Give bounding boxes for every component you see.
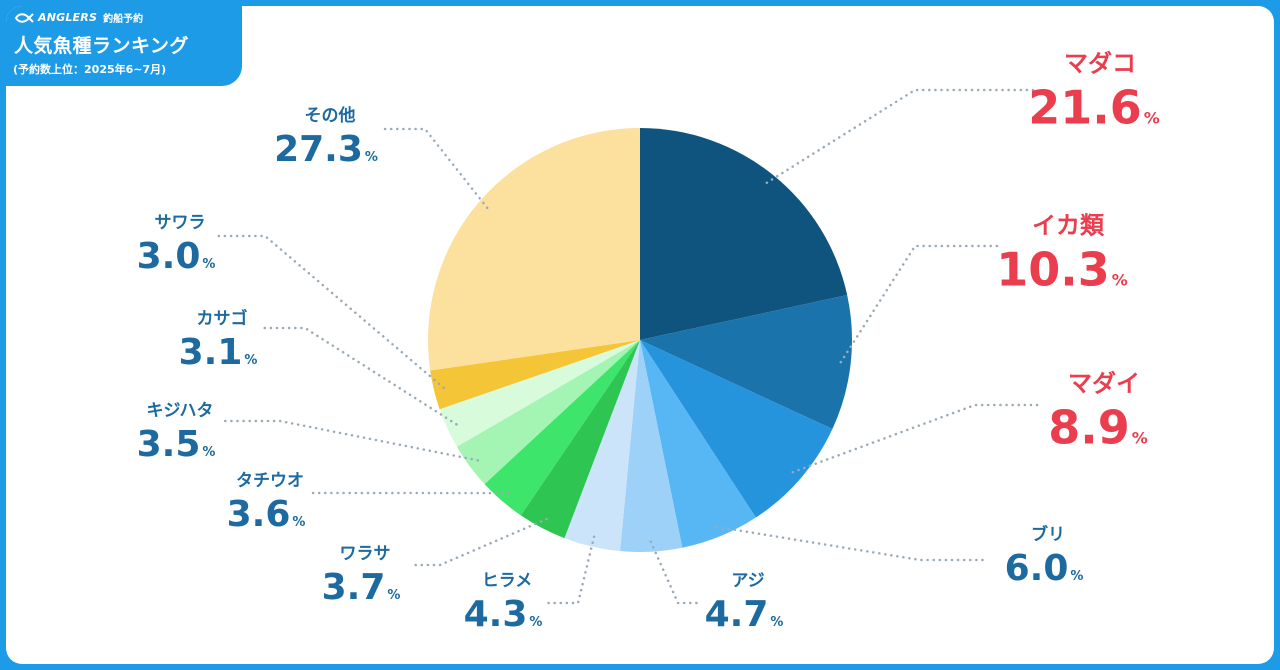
slice-name-label: マダコ bbox=[1064, 49, 1136, 77]
leader-line bbox=[258, 326, 458, 426]
slice-name-label: イカ類 bbox=[1032, 211, 1105, 239]
slice-value-label: 27.3% bbox=[274, 129, 378, 170]
slice-value-label: 3.5% bbox=[137, 424, 216, 465]
slice-name-label: マダイ bbox=[1068, 369, 1140, 397]
pie-chart: マダコ 21.6 % イカ類 10.3 % マダイ 8.9 % ブリ 6.0 % アジ 4.7 % ヒラメ 4.… bbox=[137, 49, 1160, 635]
slice-value-label: 3.6% bbox=[227, 494, 306, 535]
pie-slice bbox=[640, 128, 848, 340]
brand-row: ANGLERS 釣船予約 bbox=[14, 10, 143, 25]
slice-value-label: 4.7% bbox=[705, 594, 784, 635]
leader-line bbox=[791, 403, 1045, 474]
slice-value-label: 3.7% bbox=[322, 567, 401, 608]
leader-line bbox=[216, 234, 445, 390]
pie-slice bbox=[439, 340, 640, 447]
pie-slice bbox=[520, 340, 640, 539]
pie-slice bbox=[640, 295, 852, 430]
chart-card: マダコ 21.6% イカ類 10.3% マダイ 8.9% ブリ 6.0% アジ 4.7% ヒラメ 4.… bbox=[6, 6, 1274, 664]
leader-line bbox=[218, 419, 479, 462]
fish-logo-icon bbox=[14, 12, 34, 23]
slice-value-label: 6.0% bbox=[1005, 548, 1084, 589]
slice-name-label: ブリ bbox=[1031, 524, 1065, 545]
pie-slice bbox=[456, 340, 640, 485]
slice-name-label: サワラ bbox=[155, 213, 206, 233]
pie-slice bbox=[640, 340, 756, 548]
slice-value-label: 3.0% bbox=[137, 236, 216, 277]
pie-slice bbox=[564, 340, 640, 552]
pie-slice bbox=[620, 340, 683, 552]
leader-line bbox=[649, 540, 702, 605]
leader-line bbox=[378, 127, 489, 210]
brand-name: ANGLERS bbox=[38, 11, 98, 24]
slice-value-label: 10.3% bbox=[996, 242, 1128, 296]
slice-name-label: その他 bbox=[305, 105, 356, 126]
slice-name-label: ヒラメ bbox=[482, 571, 533, 591]
slice-name-label: ワラサ bbox=[340, 544, 391, 564]
slice-value-label: 4.3% bbox=[464, 594, 543, 635]
pie-slice bbox=[640, 340, 833, 518]
leader-line bbox=[715, 525, 987, 562]
slice-value-label: 8.9% bbox=[1048, 400, 1148, 454]
leader-line bbox=[408, 517, 548, 567]
slice-name-label: アジ bbox=[731, 571, 764, 591]
brand-sub: 釣船予約 bbox=[103, 14, 144, 25]
leader-line bbox=[839, 244, 1002, 364]
slice-value-label: 21.6% bbox=[1028, 80, 1160, 134]
slice-name-label: カサゴ bbox=[197, 308, 248, 329]
chart-title: 人気魚種ランキング bbox=[14, 35, 189, 57]
pie-slice bbox=[428, 128, 640, 371]
header-badge: ANGLERS 釣船予約 人気魚種ランキング (予約数上位：2025年6~7月) bbox=[6, 6, 242, 86]
pie-slice bbox=[430, 340, 640, 410]
pie-slice bbox=[484, 340, 640, 516]
leader-line bbox=[543, 535, 596, 605]
chart-subtitle: (予約数上位：2025年6~7月) bbox=[13, 63, 167, 76]
slice-value-label: 3.1% bbox=[179, 332, 258, 373]
slice-name-label: キジハタ bbox=[147, 401, 214, 421]
slice-name-label: タチウオ bbox=[236, 471, 304, 491]
leader-line bbox=[765, 88, 1037, 185]
